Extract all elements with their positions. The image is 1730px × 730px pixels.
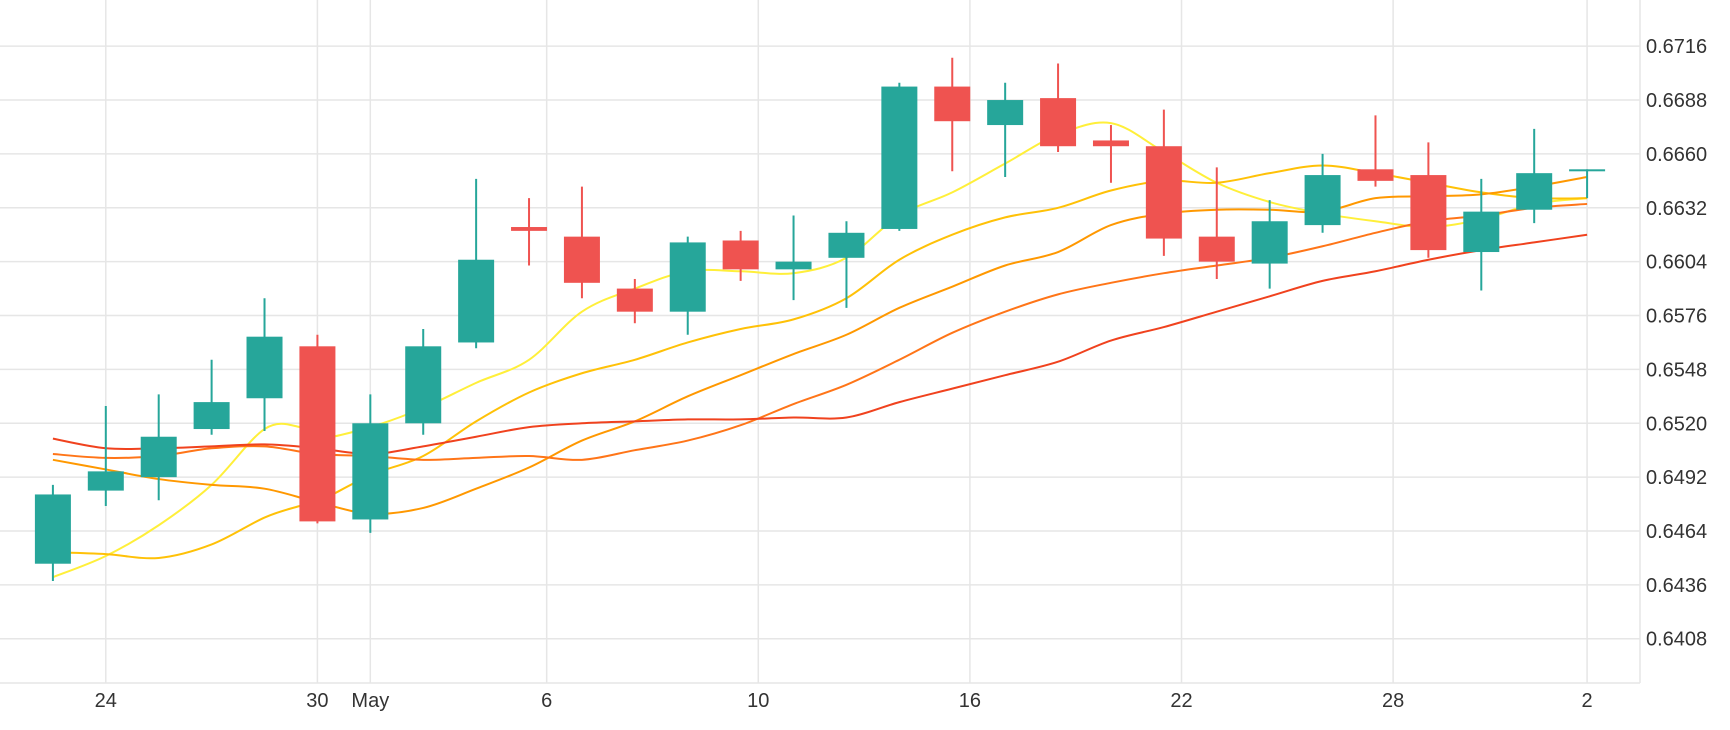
candle-body: [1304, 175, 1341, 226]
y-tick-label: 0.6576: [1646, 306, 1707, 328]
y-tick-label: 0.6520: [1646, 413, 1707, 435]
candle-up: [34, 484, 71, 582]
candle-up: [405, 328, 442, 435]
x-axis-tick-labels: 24 30 May 6 10 16 22 28 2: [95, 690, 1593, 712]
candle-body: [616, 288, 653, 312]
y-tick-label: 0.6688: [1646, 90, 1707, 112]
candle-down: [1092, 125, 1129, 183]
candle-body: [34, 494, 71, 564]
x-tick-label: 22: [1170, 690, 1192, 712]
candle-up: [1516, 128, 1553, 224]
candle-down: [722, 230, 759, 281]
candle-body: [987, 100, 1024, 126]
candle-down: [511, 198, 548, 266]
candle-body: [1569, 169, 1606, 172]
moving-average-line: [52, 164, 1588, 560]
candle-body: [511, 227, 548, 231]
y-tick-label: 0.6660: [1646, 144, 1707, 166]
y-tick-label: 0.6436: [1646, 575, 1707, 597]
candle-down: [616, 278, 653, 324]
candle-up: [352, 394, 389, 533]
candle-body: [828, 232, 865, 258]
y-tick-label: 0.6492: [1646, 467, 1707, 489]
candle-body: [775, 261, 812, 270]
candle-down: [1198, 167, 1235, 279]
x-tick-label: 28: [1382, 690, 1404, 712]
moving-average-line: [52, 202, 1588, 461]
y-tick-label: 0.6632: [1646, 198, 1707, 220]
candle-body: [669, 242, 706, 312]
candle-body: [246, 336, 283, 399]
grid-lines: [0, 0, 1641, 684]
candle-body: [1145, 146, 1182, 239]
candle-down: [299, 334, 336, 524]
y-tick-label: 0.6408: [1646, 629, 1707, 651]
candle-up: [1463, 178, 1500, 291]
candle-body: [299, 346, 336, 522]
x-tick-label: 24: [95, 690, 117, 712]
x-tick-label: 2: [1582, 690, 1593, 712]
x-tick-label: 6: [541, 690, 552, 712]
candles: [34, 57, 1606, 582]
candle-body: [563, 236, 600, 283]
candle-body: [1357, 169, 1394, 181]
candle-down: [1357, 115, 1394, 187]
candle-body: [405, 346, 442, 424]
candle-body: [140, 436, 177, 478]
candle-body: [722, 240, 759, 270]
candle-up: [881, 82, 918, 231]
candle-up: [193, 359, 230, 435]
candle-body: [458, 259, 495, 343]
candle-body: [881, 86, 918, 229]
y-tick-label: 0.6604: [1646, 252, 1707, 274]
candle-up: [1569, 169, 1606, 199]
candle-up: [669, 236, 706, 335]
candle-down: [1410, 142, 1447, 258]
candle-up: [828, 221, 865, 308]
candle-down: [1040, 63, 1077, 152]
candle-body: [352, 423, 389, 520]
y-tick-label: 0.6716: [1646, 36, 1707, 58]
x-tick-label: May: [351, 690, 389, 712]
candle-up: [87, 405, 124, 506]
candle-down: [563, 186, 600, 299]
x-tick-label: 10: [747, 690, 769, 712]
candle-up: [987, 82, 1024, 178]
candle-body: [1463, 211, 1500, 253]
candle-body: [1516, 173, 1553, 210]
candle-down: [934, 57, 971, 172]
candle-up: [458, 178, 495, 349]
candle-body: [1410, 175, 1447, 251]
candle-body: [934, 86, 971, 122]
candle-body: [1198, 236, 1235, 262]
y-axis-tick-labels: 0.6408 0.6436 0.6464 0.6492 0.6520 0.6548 0.65…: [1646, 36, 1707, 651]
moving-average-line: [52, 121, 1588, 579]
candle-body: [87, 471, 124, 491]
candle-up: [246, 298, 283, 431]
y-tick-label: 0.6548: [1646, 359, 1707, 381]
y-tick-label: 0.6464: [1646, 521, 1707, 543]
candle-up: [140, 394, 177, 501]
candle-down: [1145, 109, 1182, 256]
moving-average-line: [52, 176, 1588, 515]
candle-body: [1251, 221, 1288, 264]
candle-up: [1251, 200, 1288, 289]
candle-up: [775, 215, 812, 301]
candle-body: [193, 402, 230, 430]
x-tick-label: 30: [306, 690, 328, 712]
candle-body: [1092, 140, 1129, 147]
candle-body: [1040, 98, 1077, 147]
x-tick-label: 16: [959, 690, 981, 712]
candle-up: [1304, 153, 1341, 233]
moving-average-lines: [52, 121, 1588, 579]
